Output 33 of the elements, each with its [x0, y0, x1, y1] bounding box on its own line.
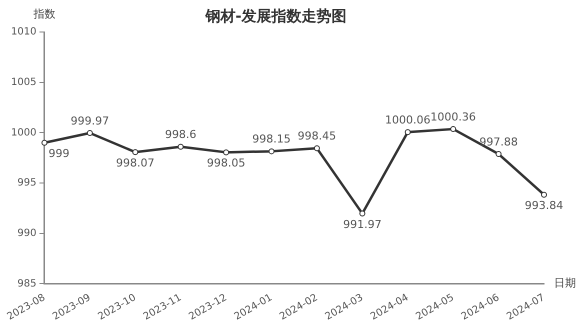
point	[450, 126, 456, 132]
point	[41, 140, 48, 146]
data-label: 997.88	[479, 135, 518, 148]
data-label: 998.6	[164, 128, 196, 142]
point	[178, 144, 184, 150]
point	[314, 145, 320, 152]
data-label: 1000.06	[385, 113, 431, 126]
point	[359, 210, 366, 217]
y-tick-label: 1000	[10, 127, 36, 138]
y-axis-title: 指数	[32, 7, 56, 20]
data-label: 998.07	[116, 156, 155, 170]
y-tick-label: 990	[17, 228, 36, 239]
point	[86, 130, 93, 136]
data-label: 999	[48, 147, 70, 160]
x-axis-title: 日期	[554, 276, 576, 290]
y-tick-label: 1005	[10, 76, 36, 88]
point	[268, 148, 275, 154]
point	[223, 149, 230, 156]
point	[496, 151, 502, 158]
chart-title: 钢材-发展指数走势图	[204, 6, 347, 25]
point	[541, 192, 547, 198]
data-label: 993.84	[524, 199, 564, 212]
data-label: 998.05	[206, 156, 246, 170]
y-tick-label: 995	[17, 178, 36, 189]
data-label: 991.97	[343, 218, 382, 231]
data-label: 1000.36	[430, 110, 476, 124]
point	[132, 149, 138, 156]
y-tick-label: 1010	[10, 26, 36, 38]
data-label: 998.15	[252, 132, 291, 146]
data-label: 998.45	[298, 130, 336, 143]
y-tick-label: 985	[17, 278, 36, 290]
data-label: 999.97	[70, 114, 110, 128]
point	[404, 129, 411, 136]
